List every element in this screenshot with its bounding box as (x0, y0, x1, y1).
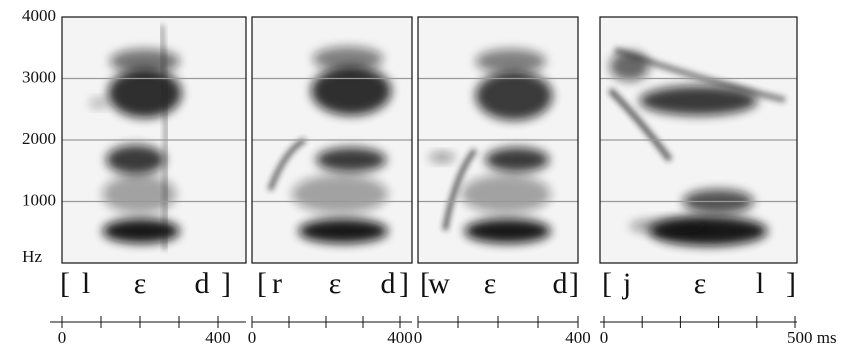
panel-frame (599, 16, 798, 264)
spectrogram-panel: [r ε d] 0 400 (248, 16, 413, 347)
x-tick-label: 400 (565, 328, 591, 347)
spectrogram-panel: [ l ε d] 0 400 (50, 16, 247, 347)
transcription-segment: d (195, 267, 210, 300)
formant-shade (464, 218, 551, 244)
transcription-segment: d (381, 267, 396, 300)
y-tick-label: 2000 (22, 129, 56, 148)
formant-shade (298, 218, 389, 244)
transcription-segment: ] (569, 267, 579, 300)
transcription-segment: l (82, 267, 90, 300)
formant-shade (475, 48, 546, 74)
formant-shade (108, 68, 182, 118)
panel-frame (251, 16, 413, 264)
formant-transition (614, 47, 786, 103)
x-tick-label: 0 (58, 328, 67, 347)
formant-shade (106, 144, 166, 175)
transcription-segment: ] (399, 267, 409, 300)
formant-shade (102, 218, 180, 244)
x-tick-label: 0 (414, 328, 423, 347)
formant-shade (475, 71, 553, 121)
transcription-segment: ε (694, 267, 707, 300)
y-tick-label: 4000 (22, 6, 56, 25)
formant-shade (102, 174, 177, 214)
formant-shade (461, 174, 551, 214)
spectrogram-panel: [w ε d] 0 400 (414, 16, 591, 347)
formant-transition (267, 137, 307, 191)
transcription-segment: ] (221, 267, 231, 300)
x-tick-label: 400 (205, 328, 231, 347)
y-tick-label: 1000 (22, 190, 56, 209)
panel-frame (417, 16, 579, 264)
formant-shade (311, 66, 392, 116)
formant-shade (312, 46, 384, 72)
transcription-segment: l (756, 267, 764, 300)
formant-transition (160, 24, 168, 251)
x-tick-label: 500 ms (787, 328, 837, 347)
transcription-segment: ε (134, 267, 147, 300)
transcription-segment: ] (786, 267, 796, 300)
formant-shade (109, 48, 180, 74)
transcription-segment: ε (484, 267, 497, 300)
transcription-segment: r (272, 267, 282, 300)
formant-shade (292, 174, 388, 214)
transcription-segment: [ (602, 267, 612, 300)
formant-transition (442, 148, 477, 231)
x-tick-label: 0 (248, 328, 257, 347)
transcription-segment: ε (329, 267, 342, 300)
formant-shade (639, 85, 758, 116)
formant-shade (316, 147, 387, 172)
spectrogram-panel: [ j ε l] 0 500 ms (599, 16, 837, 347)
y-axis-label: Hz (22, 247, 42, 266)
transcription-segment: d (553, 267, 568, 300)
transcription-segment: j (622, 267, 631, 300)
formant-transition (607, 87, 673, 162)
formant-shade (485, 147, 550, 172)
y-tick-label: 3000 (22, 67, 56, 86)
transcription-segment: [ (420, 267, 430, 300)
formant-shade (429, 152, 455, 163)
formant-shade (629, 218, 709, 234)
transcription-segment: [ (60, 267, 70, 300)
x-tick-label: 400 (387, 328, 413, 347)
x-tick-label: 0 (600, 328, 609, 347)
transcription-segment: [ (257, 267, 267, 300)
transcription-segment: w (428, 267, 450, 300)
formant-shade (89, 98, 109, 109)
panel-frame (61, 16, 247, 264)
